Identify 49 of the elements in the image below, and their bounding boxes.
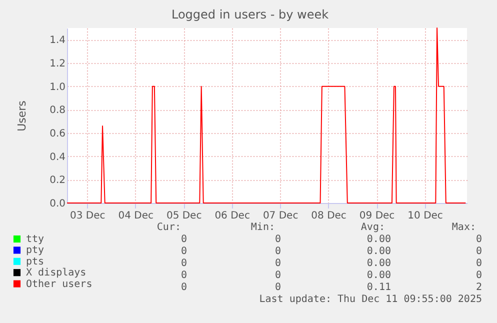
text: 0.00 [366,258,391,270]
y-tick-label: 0.4 [50,152,66,163]
text: 0 [476,246,482,258]
text: Min: [250,222,275,234]
chart-title: Logged in users - by week [171,8,329,22]
text: 0 [180,270,187,282]
legend-label: pts [26,256,44,268]
legend-label: Other users [26,278,92,290]
text: 0.00 [366,234,391,246]
text: 0 [180,258,187,270]
y-tick-label: 0.0 [50,198,66,210]
x-tick-label: 06 Dec [214,210,250,222]
y-tick-label: 1.4 [50,35,66,46]
text: 0 [274,258,281,270]
text: Cur: [156,222,181,234]
x-tick-label: 08 Dec [311,210,346,222]
legend-label: tty [26,234,44,245]
text: Avg: [360,222,385,234]
text: 0 [476,234,482,246]
text: 0 [476,270,482,282]
x-tick-label: 03 Dec [70,210,106,222]
y-tick-label: 1.0 [50,82,66,93]
x-tick-label: 07 Dec [262,210,298,222]
y-axis-title: Users [16,100,29,132]
text: 0 [476,258,482,270]
text: 0 [180,246,187,258]
x-tick-label: 05 Dec [166,210,202,222]
text: 0 [274,234,281,246]
text: Last update: Thu Dec 11 09:55:00 2025 [259,294,482,306]
text: Max: [452,222,476,234]
text: 0 [180,234,187,246]
text: 0 [274,246,281,258]
text: 0.00 [366,246,391,258]
text: 0 [274,282,281,294]
y-tick-label: 0.2 [50,175,66,186]
line-series [66,28,466,204]
legend-label: pty [26,245,44,256]
y-tick-label: 0.6 [50,128,66,140]
text: 2 [476,282,482,294]
text: 0 [180,282,187,294]
text: 0.11 [366,282,391,294]
y-tick-label: 0.8 [50,105,66,116]
text: 0.00 [366,270,391,282]
text: 0 [274,270,281,282]
x-tick-label: 04 Dec [118,210,154,222]
legend-label: X displays [26,268,86,279]
y-tick-label: 1.2 [50,58,66,70]
x-tick-label: 09 Dec [359,210,395,222]
x-tick-label: 10 Dec [408,210,443,222]
